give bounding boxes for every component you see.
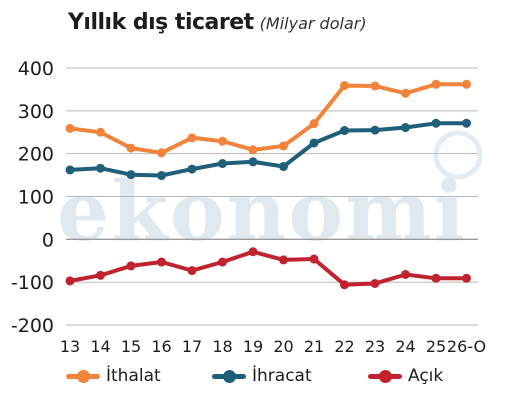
chart-subtitle: (Milyar dolar)	[259, 14, 367, 33]
chart-legend: İthalat İhracat Açık	[0, 366, 505, 392]
line-chart: ekonomi 400 300 200 100 0 -100 -200 13 14 15 16 17 1…	[11, 58, 486, 356]
data-point	[462, 79, 471, 89]
series-line	[68, 249, 469, 287]
data-point	[157, 171, 166, 181]
y-tick-label: 400	[18, 58, 54, 80]
data-point	[431, 273, 441, 283]
data-point	[401, 88, 410, 98]
x-tick-label: 22	[334, 337, 354, 356]
data-point	[126, 170, 136, 180]
data-point	[187, 266, 197, 276]
x-tick-label: 19	[243, 337, 263, 356]
watermark-globe-icon	[433, 130, 483, 180]
chart-title-block: Yıllık dış ticaret (Milyar dolar)	[68, 10, 367, 35]
legend-item: İthalat	[66, 366, 161, 386]
x-tick-label: 17	[182, 337, 202, 356]
y-tick-label: -200	[11, 315, 54, 337]
x-tick-label: 18	[212, 337, 232, 356]
legend-item: Açık	[368, 366, 443, 386]
y-tick-label: 300	[18, 101, 54, 123]
data-point	[431, 79, 441, 89]
data-point	[248, 157, 258, 167]
data-point	[218, 159, 227, 169]
y-tick-label: 100	[18, 187, 54, 209]
data-point	[309, 254, 319, 264]
series-line	[68, 82, 469, 155]
data-point	[279, 162, 288, 172]
legend-swatch	[368, 369, 402, 383]
x-tick-label: 15	[121, 337, 141, 356]
x-tick-label: 25	[426, 337, 446, 356]
x-tick-label: 26-O	[447, 337, 486, 356]
data-point	[340, 81, 349, 91]
data-point	[65, 165, 75, 175]
data-point	[309, 138, 319, 148]
data-point	[370, 278, 380, 288]
data-point	[340, 280, 349, 290]
y-tick-label: 200	[18, 144, 54, 166]
data-point	[187, 133, 197, 143]
x-tick-label: 16	[151, 337, 171, 356]
data-point	[462, 118, 471, 128]
legend-swatch	[66, 369, 100, 383]
data-point	[157, 257, 166, 267]
data-point	[309, 119, 319, 129]
data-point	[96, 270, 105, 280]
data-point	[157, 148, 166, 158]
data-point	[279, 255, 288, 265]
data-point	[65, 123, 75, 133]
data-point	[279, 141, 288, 151]
legend-marker	[77, 369, 90, 383]
data-point	[340, 126, 349, 136]
data-point	[248, 247, 258, 257]
data-point	[401, 269, 410, 279]
data-point	[96, 163, 105, 173]
data-point	[65, 276, 75, 286]
chart-title: Yıllık dış ticaret	[68, 10, 254, 35]
data-point	[431, 118, 441, 128]
legend-swatch	[212, 369, 246, 383]
data-point	[462, 273, 471, 283]
series-line	[68, 121, 469, 178]
data-point	[401, 123, 410, 133]
data-point	[370, 125, 380, 135]
data-point	[370, 81, 380, 91]
watermark-text: ekonomi	[57, 164, 467, 260]
x-tick-label: 23	[365, 337, 385, 356]
x-tick-label: 20	[273, 337, 293, 356]
legend-label: İthalat	[106, 366, 161, 386]
data-point	[218, 136, 227, 146]
data-point	[187, 164, 197, 174]
x-tick-label: 21	[304, 337, 324, 356]
legend-item: İhracat	[212, 366, 312, 386]
legend-label: İhracat	[252, 366, 312, 386]
x-tick-label: 14	[90, 337, 110, 356]
data-point	[218, 257, 227, 267]
legend-label: Açık	[408, 366, 444, 386]
data-point	[248, 145, 258, 155]
y-tick-label: -100	[11, 272, 54, 294]
y-tick-label: 0	[42, 229, 54, 251]
data-point	[96, 127, 105, 137]
x-tick-label: 24	[395, 337, 415, 356]
data-point	[126, 261, 136, 271]
data-point	[126, 143, 136, 153]
legend-marker	[223, 369, 236, 383]
x-tick-label: 13	[60, 337, 80, 356]
legend-marker	[379, 369, 392, 383]
